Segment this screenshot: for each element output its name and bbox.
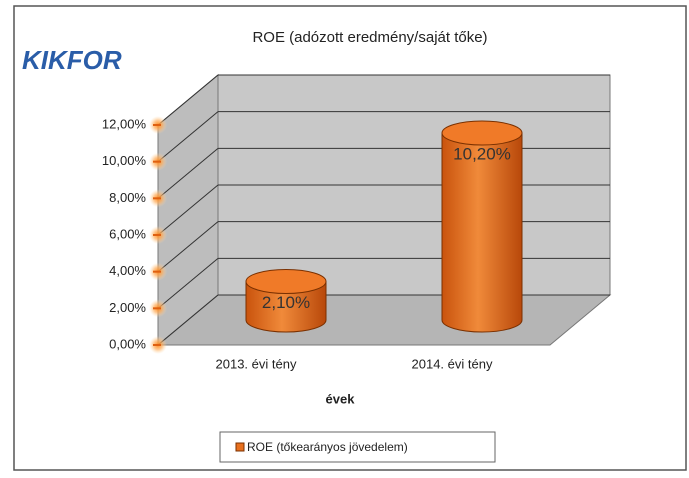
grid-line — [157, 294, 219, 346]
y-tick-label: 12,00% — [102, 116, 147, 131]
y-tick-label: 8,00% — [109, 190, 146, 205]
grid-line — [157, 257, 219, 309]
y-tick-label: 0,00% — [109, 336, 146, 351]
y-tick-label: 2,00% — [109, 300, 146, 315]
data-label: 2,10% — [262, 293, 310, 312]
grid-line — [157, 147, 219, 199]
bar-top — [245, 269, 327, 294]
bar — [245, 281, 327, 333]
bar-top — [441, 120, 523, 146]
grid-line — [157, 111, 219, 163]
x-tick-label: 2013. évi tény — [216, 356, 297, 371]
logo: KIKFOR — [22, 45, 122, 75]
grid-line — [157, 221, 219, 273]
grid-line — [157, 184, 219, 236]
bar — [441, 132, 523, 333]
x-axis-label: évek — [326, 391, 356, 406]
floor — [156, 294, 612, 346]
y-tick-label: 6,00% — [109, 226, 146, 241]
legend-box — [219, 431, 496, 463]
y-tick-label: 10,00% — [102, 153, 147, 168]
legend-label: ROE (tőkearányos jövedelem) — [247, 440, 408, 454]
grid-line — [157, 74, 219, 126]
legend-swatch — [235, 442, 245, 452]
y-tick-label: 4,00% — [109, 263, 146, 278]
x-tick-label: 2014. évi tény — [412, 356, 493, 371]
data-label: 10,20% — [453, 144, 511, 163]
chart-title: ROE (adózott eredmény/saját tőke) — [252, 29, 487, 46]
